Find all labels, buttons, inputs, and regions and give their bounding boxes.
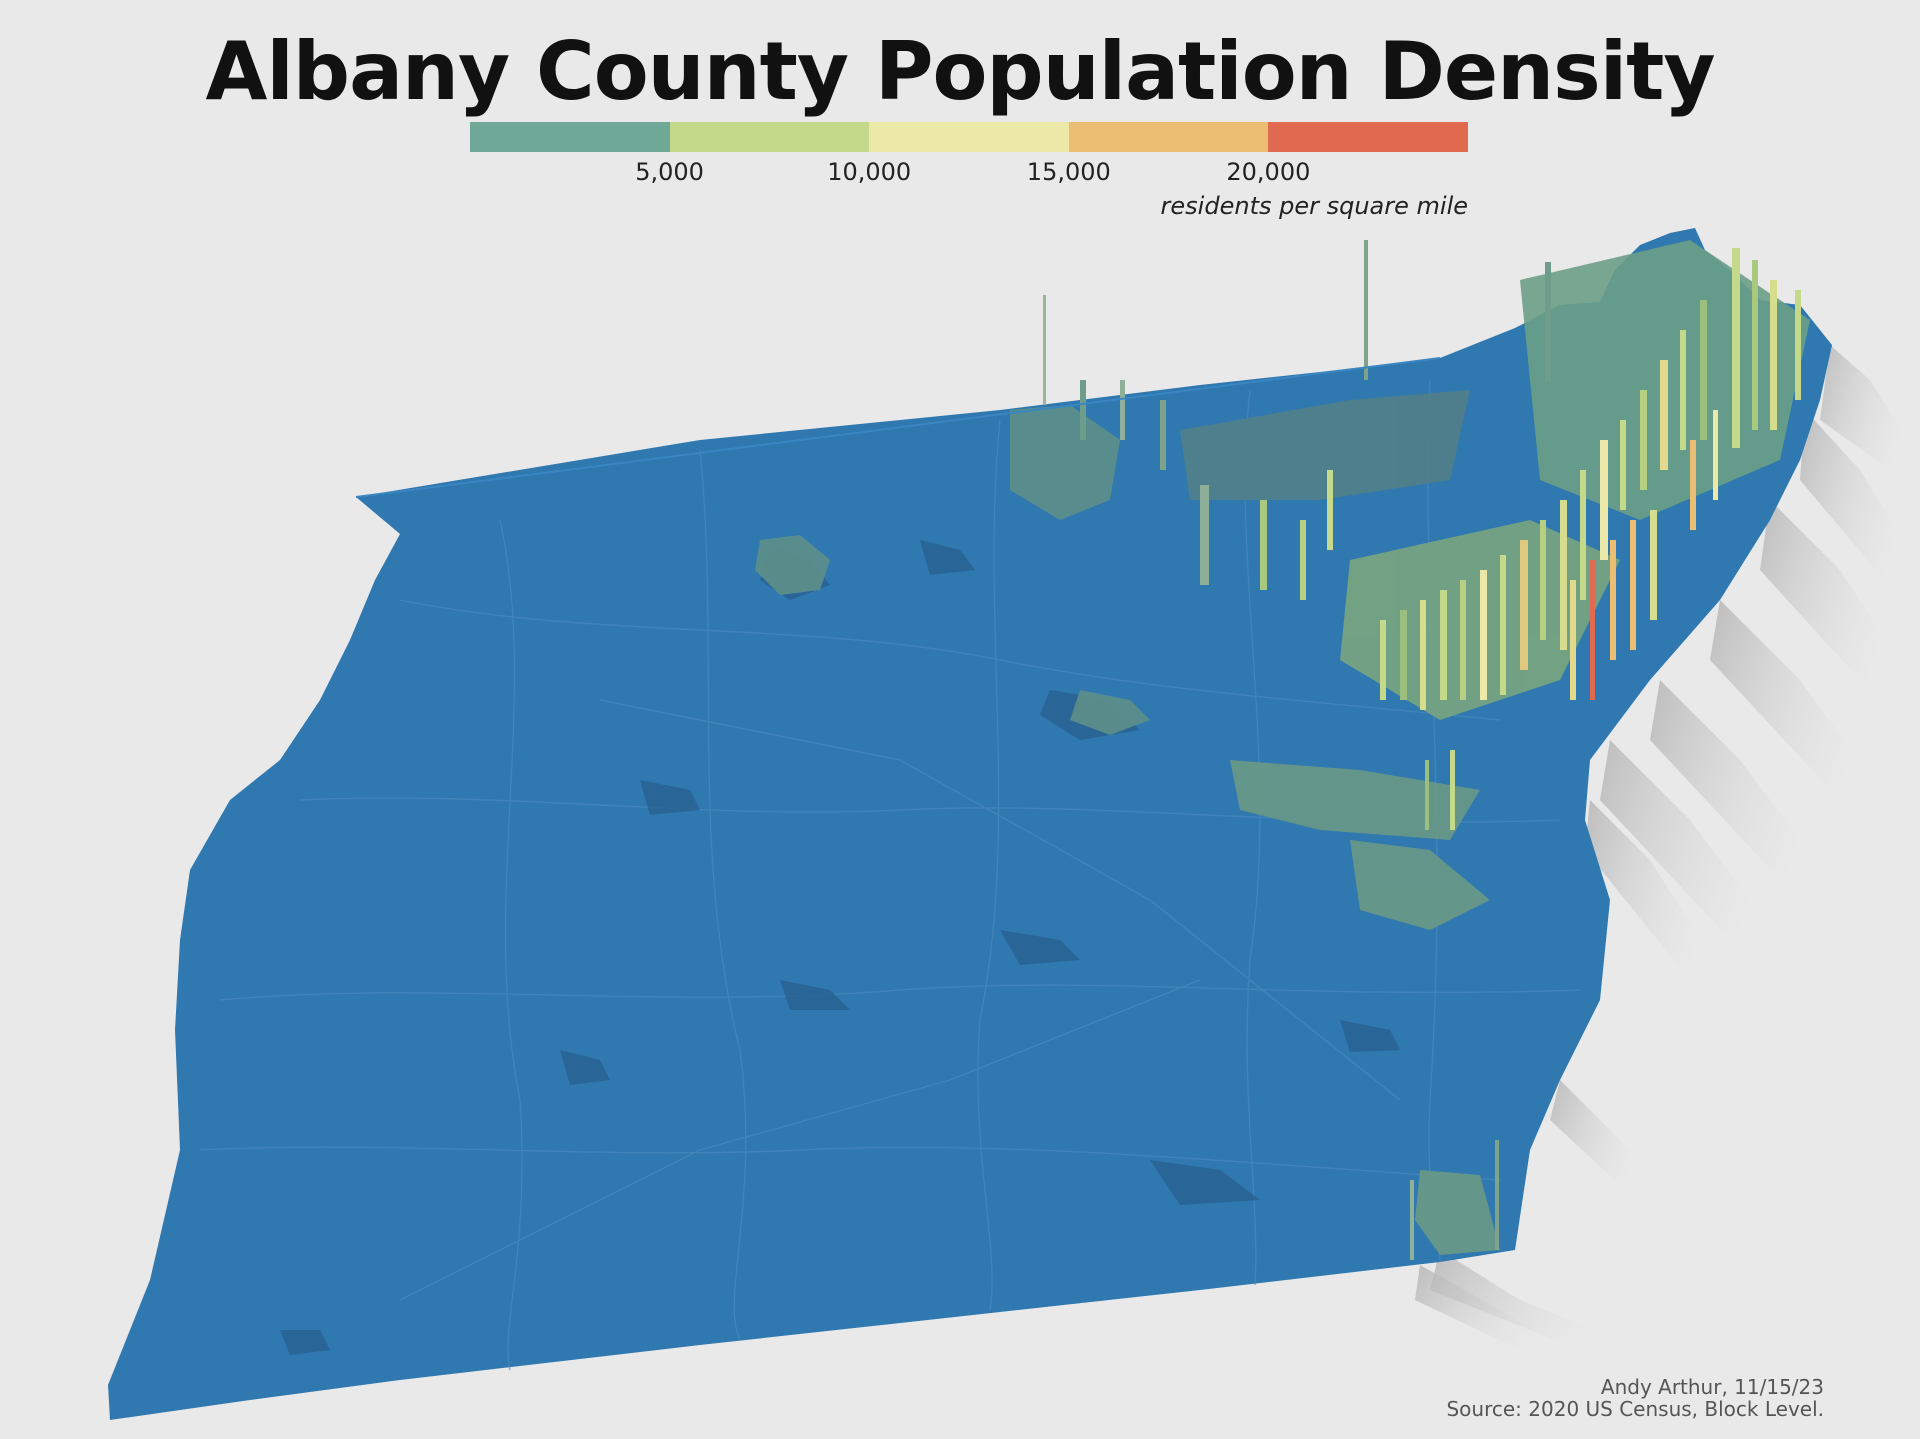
spike-shadows: [1415, 345, 1915, 1350]
county-edge-highlight: [355, 357, 1441, 498]
legend-swatch: [1268, 122, 1468, 152]
legend-swatch: [1068, 122, 1269, 152]
county-outline: [108, 228, 1832, 1420]
legend-tick-label: 15,000: [1026, 158, 1111, 186]
map-title: Albany County Population Density: [205, 25, 1715, 118]
source-credit: Source: 2020 US Census, Block Level.: [1446, 1397, 1824, 1421]
road-network: [199, 379, 1581, 1371]
legend-swatch: [470, 122, 670, 152]
legend-tick-label: 10,000: [827, 158, 912, 186]
author-credit: Andy Arthur, 11/15/23: [1600, 1375, 1824, 1399]
legend-swatch: [869, 122, 1069, 152]
legend-tick-label: 20,000: [1226, 158, 1311, 186]
legend-swatch: [669, 122, 870, 152]
legend-color-bar: [470, 122, 1468, 152]
color-legend: 5,000 10,000 15,000 20,000 residents per…: [470, 122, 1468, 232]
legend-unit-label: residents per square mile: [1160, 192, 1468, 220]
density-spikes: [1043, 240, 1801, 1260]
legend-tick-label: 5,000: [635, 158, 704, 186]
map-credits: Andy Arthur, 11/15/23 Source: 2020 US Ce…: [1446, 1376, 1824, 1420]
